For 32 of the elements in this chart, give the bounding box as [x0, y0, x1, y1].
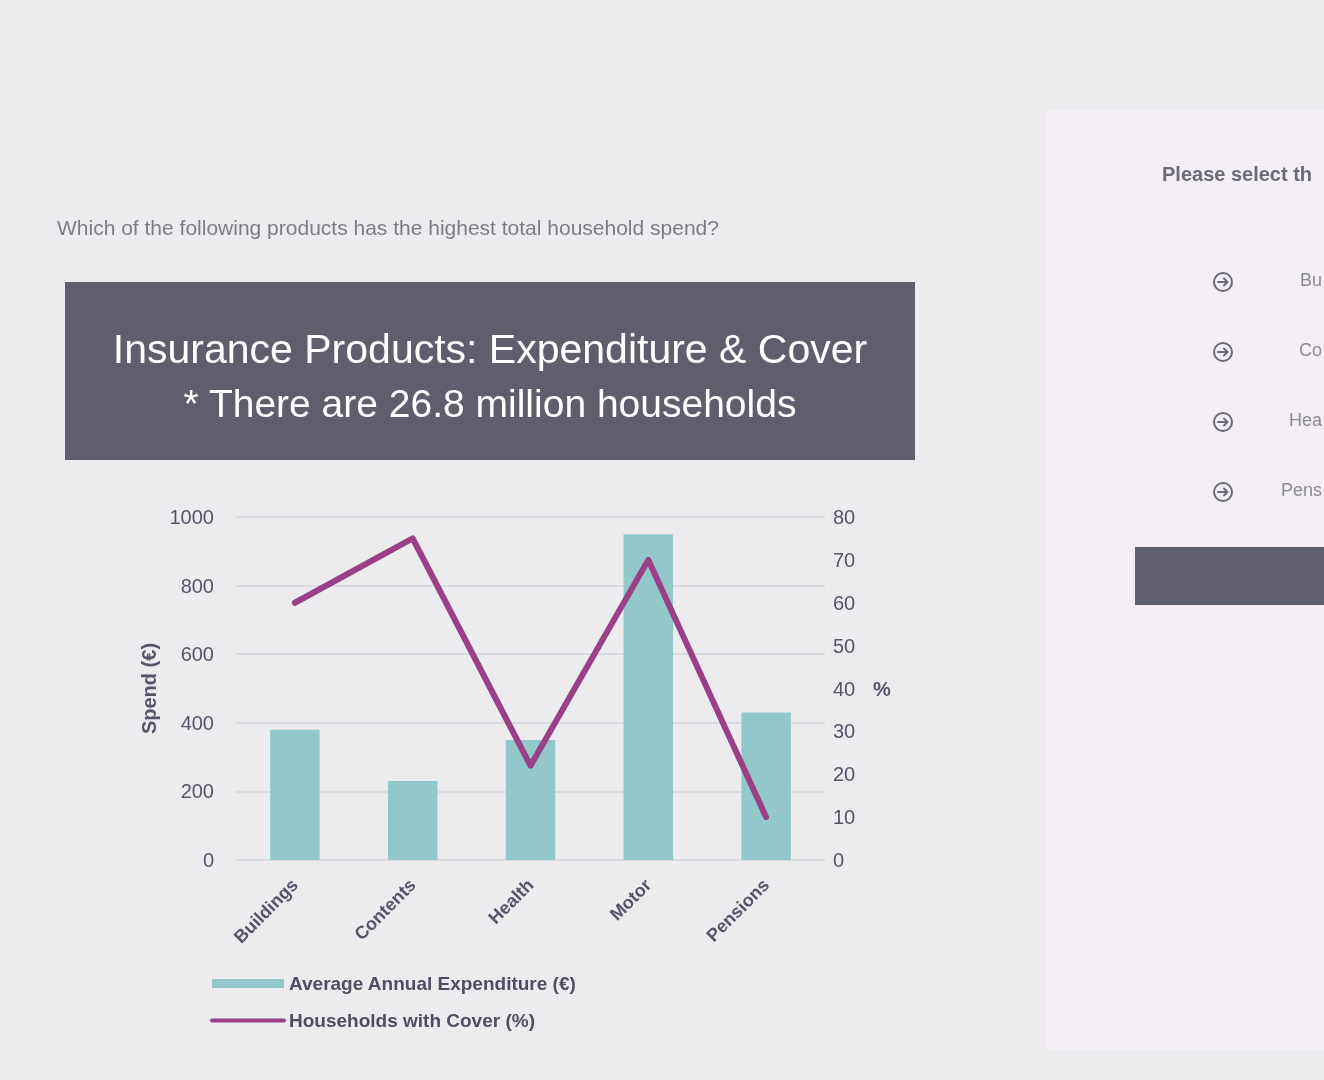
y-tick-label: 0	[202, 849, 214, 871]
y-tick-label: 600	[180, 643, 214, 666]
bar	[623, 534, 674, 860]
y-tick-label: 400	[180, 711, 214, 734]
bar	[387, 781, 438, 860]
y-tick-label: 1000	[169, 506, 214, 528]
bar	[270, 729, 320, 860]
y2-tick-label: 10	[833, 806, 856, 829]
y2-tick-label: 50	[833, 634, 856, 657]
y2-tick-label: 60	[833, 591, 856, 614]
text: Pens	[1280, 480, 1322, 501]
bar	[505, 739, 556, 860]
y-axis-title: Spend (€)	[137, 642, 160, 735]
y2-tick-label: 80	[833, 506, 856, 528]
y2-tick-label: 70	[833, 548, 856, 571]
text: Hea	[1288, 410, 1322, 431]
y2-tick-label: 40	[833, 677, 856, 700]
chart-title: Insurance Products: Expenditure & Cover	[111, 325, 869, 374]
bar	[741, 712, 791, 860]
y-tick-label: 200	[180, 780, 214, 803]
text: Co	[1298, 340, 1322, 361]
text: Please select th	[1162, 163, 1313, 186]
text: Which of the following products has the highest total household spend?	[57, 216, 719, 240]
y2-tick-label: 0	[833, 849, 845, 871]
text: Bu	[1299, 270, 1322, 291]
y2-axis-title: %	[873, 677, 891, 700]
chart-subtitle: * There are 26.8 million households	[182, 381, 798, 427]
y-tick-label: 800	[180, 574, 214, 597]
y2-tick-label: 20	[833, 763, 856, 786]
y2-tick-label: 30	[833, 720, 856, 743]
legend-label: Average Annual Expenditure (€)	[289, 973, 576, 994]
legend-label: Households with Cover (%)	[289, 1010, 535, 1031]
